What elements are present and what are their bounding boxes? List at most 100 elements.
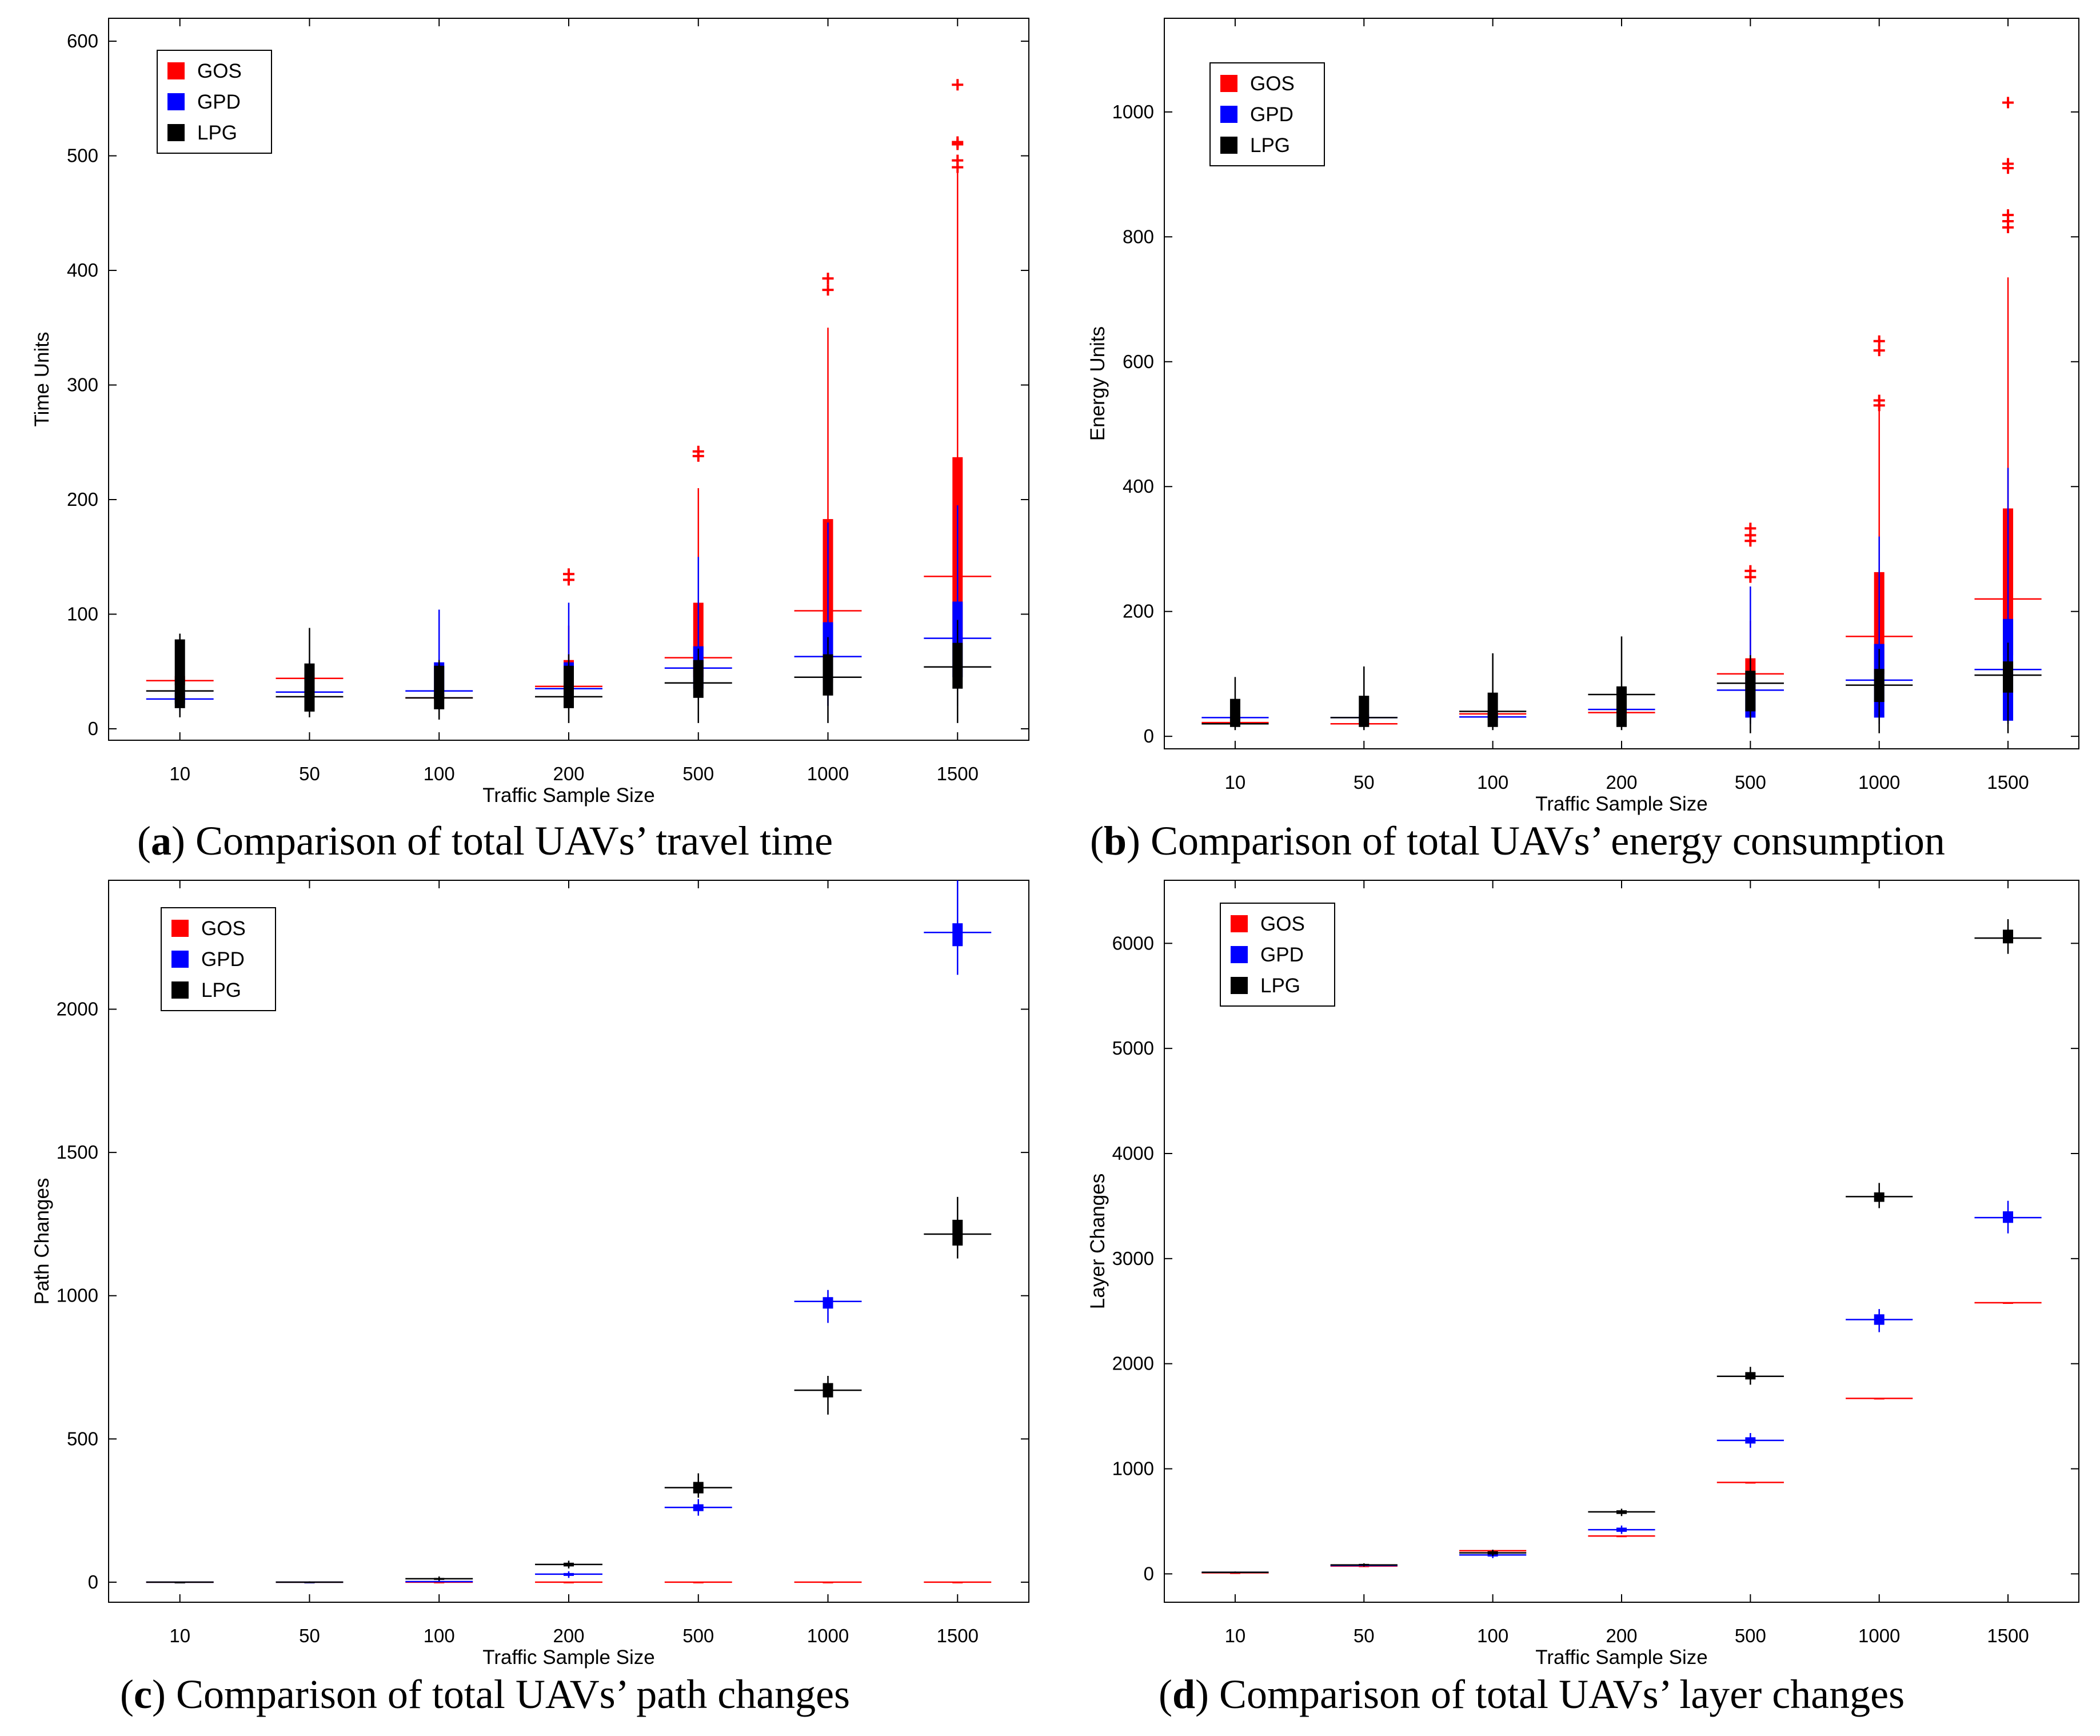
legend-swatch-gos [171,920,189,937]
x-tick-label: 1000 [807,763,849,784]
legend-label-lpg: LPG [201,979,241,1001]
box-iqr [952,642,963,689]
y-tick-label: 100 [67,603,98,624]
box-iqr [1487,692,1498,727]
y-axis-label: Time Units [31,332,53,427]
legend-swatch-lpg [1231,977,1248,994]
y-tick-label: 0 [88,1571,98,1593]
box-gpd-1500 [924,880,992,975]
box-iqr [693,660,704,698]
legend-label-gpd: GPD [197,91,241,113]
box-lpg-200 [1588,1508,1655,1516]
caption-a: (a) Comparison of total UAVs’ travel tim… [137,818,833,864]
chart-energy-consumption: 0 200 400 600 800 1000 10 50 100 200 500 1000 1500 Tr… [1087,18,2079,815]
x-tick-label: 500 [682,763,714,784]
box-gos-1500 [924,1581,992,1583]
legend-label-gpd: GPD [1250,103,1293,126]
box-lpg-100 [405,1576,473,1581]
chart-panel-d: 0 1000 2000 3000 4000 5000 6000 10 50 100 200 500 10… [1050,868,2100,1736]
chart-layer-changes: 0 1000 2000 3000 4000 5000 6000 10 50 100 200 500 10… [1087,880,2079,1669]
box-gpd-1500 [1974,1200,2042,1234]
y-tick-label: 1000 [57,1285,98,1306]
box-lpg-1000 [794,637,862,723]
box-lpg-200 [535,654,602,723]
box-lpg-50 [1330,666,1398,731]
x-tick-label: 200 [1606,1625,1637,1646]
box-iqr [434,665,445,709]
box-lpg-200 [535,1561,602,1569]
legend-swatch-gos [167,62,185,79]
box-gos-500 [1716,1482,1784,1484]
box-gos-1500 [1974,1302,2042,1304]
y-tick-label: 400 [67,260,98,281]
x-tick-label: 200 [1606,772,1637,793]
y-tick-label: 800 [1123,226,1154,247]
box-lpg-500 [664,1473,732,1498]
box-gpd-500 [664,1499,732,1516]
legend-label-lpg: LPG [1250,134,1290,157]
legend-label-gpd: GPD [201,948,245,971]
y-tick-label: 0 [1144,725,1154,747]
legend: GOS GPD LPG [1220,903,1335,1007]
x-tick-label: 1000 [1858,772,1900,793]
box-lpg-10 [1201,1571,1269,1574]
box-lpg-1500 [924,1196,992,1259]
y-axis-label: Energy Units [1087,326,1109,441]
chart-panel-c: 0 500 1000 1500 2000 10 50 100 200 500 1000 1500 Tra… [0,868,1050,1736]
x-tick-label: 1000 [807,1625,849,1646]
y-tick-label: 0 [1144,1563,1154,1584]
legend-swatch-lpg [1220,137,1237,154]
caption-b: (b) Comparison of total UAVs’ energy con… [1090,818,1945,864]
box-gpd-200 [535,1571,602,1578]
y-axis-label: Layer Changes [1087,1174,1109,1309]
box-iqr [2003,929,2014,944]
x-tick-label: 100 [1477,1625,1508,1646]
box-lpg-100 [1459,653,1527,731]
x-tick-label: 50 [299,763,320,784]
box-iqr [1359,696,1370,727]
y-tick-label: 6000 [1112,932,1154,953]
legend-swatch-gpd [1231,946,1248,963]
legend-swatch-lpg [171,981,189,999]
box-gos-500 [664,1581,732,1583]
x-tick-label: 200 [553,1625,584,1646]
box-lpg-1500 [1974,642,2042,733]
x-tick-label: 1000 [1858,1625,1900,1646]
box-lpg-1500 [1974,919,2042,954]
chart-panel-a: 0 100 200 300 400 500 600 10 50 100 200 500 1000 1500… [0,0,1050,868]
box-gos-200 [535,1581,602,1583]
y-tick-label: 600 [67,30,98,51]
box-iqr [823,654,833,696]
legend-swatch-gpd [1220,106,1237,123]
box-iqr [1229,699,1240,727]
x-tick-label: 50 [1354,1625,1375,1646]
y-tick-label: 300 [67,374,98,396]
box-gpd-500 [1716,1433,1784,1448]
box-lpg-100 [1459,1550,1527,1557]
box-gpd-1000 [794,1290,862,1323]
legend: GOS GPD LPG [157,50,272,154]
y-tick-label: 1500 [57,1142,98,1163]
box-lpg-50 [1330,1563,1398,1567]
box-iqr [952,923,963,947]
box-gos-1000 [1846,1398,1913,1400]
x-tick-label: 10 [169,1625,190,1646]
y-tick-label: 500 [67,145,98,166]
box-iqr [304,663,315,712]
x-tick-label: 500 [682,1625,714,1646]
y-tick-label: 200 [67,489,98,510]
y-tick-label: 5000 [1112,1037,1154,1059]
legend-swatch-lpg [167,124,185,141]
y-tick-label: 0 [88,718,98,739]
x-tick-label: 1500 [1987,1625,2029,1646]
legend-label-gos: GOS [1250,73,1295,95]
x-axis-label: Traffic Sample Size [482,784,655,807]
legend-label-gos: GOS [201,917,246,940]
y-tick-label: 1000 [1112,101,1154,122]
x-axis-label: Traffic Sample Size [1535,793,1708,815]
box-lpg-1000 [1846,1183,1913,1208]
legend: GOS GPD LPG [1209,62,1325,166]
x-axis-label: Traffic Sample Size [1535,1646,1708,1669]
y-tick-label: 500 [67,1428,98,1449]
